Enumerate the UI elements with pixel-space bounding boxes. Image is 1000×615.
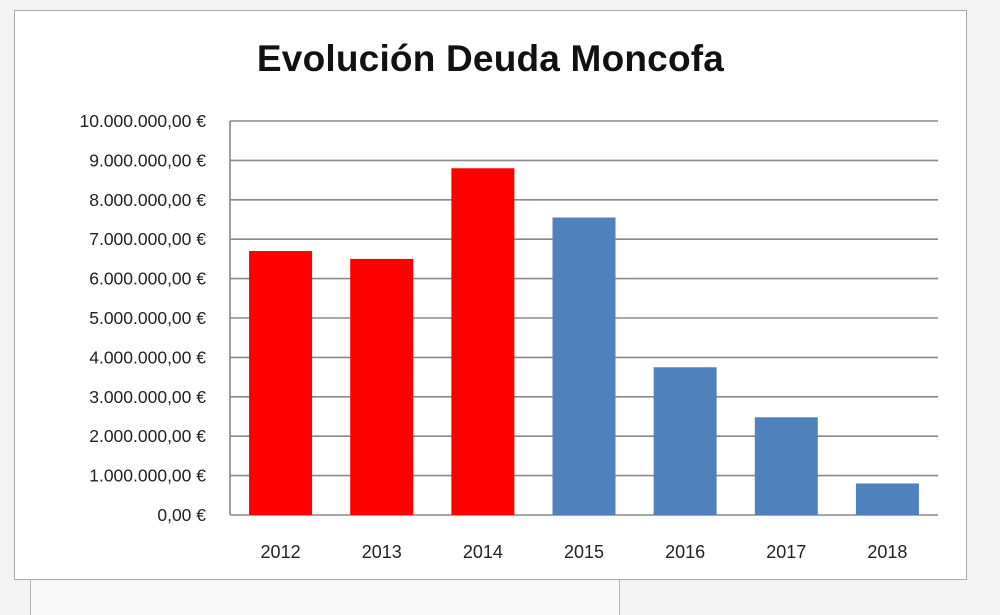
x-tick-label: 2017 (766, 542, 806, 562)
y-tick-label: 4.000.000,00 € (89, 347, 206, 367)
y-tick-label: 9.000.000,00 € (89, 150, 206, 170)
bar-2014 (451, 168, 515, 515)
x-tick-label: 2015 (564, 542, 604, 562)
y-tick-label: 3.000.000,00 € (89, 387, 206, 407)
y-tick-label: 6.000.000,00 € (89, 269, 206, 289)
y-tick-label: 2.000.000,00 € (89, 426, 206, 446)
bar-2016 (653, 367, 717, 515)
x-tick-label: 2016 (665, 542, 705, 562)
y-tick-label: 0,00 € (157, 505, 206, 525)
y-tick-label: 10.000.000,00 € (79, 111, 206, 131)
bar-2017 (754, 417, 818, 515)
x-tick-label: 2013 (362, 542, 402, 562)
y-tick-label: 7.000.000,00 € (89, 229, 206, 249)
x-tick-label: 2018 (867, 542, 907, 562)
chart-title: Evolución Deuda Moncofa (256, 38, 725, 79)
bar-2018 (855, 483, 919, 515)
underlying-panel (30, 580, 620, 615)
y-tick-label: 1.000.000,00 € (89, 466, 206, 486)
x-tick-label: 2014 (463, 542, 503, 562)
x-tick-label: 2012 (261, 542, 301, 562)
y-tick-label: 8.000.000,00 € (89, 190, 206, 210)
bar-2015 (552, 217, 616, 515)
bar-2012 (249, 251, 313, 515)
bar-2013 (350, 258, 414, 515)
y-tick-label: 5.000.000,00 € (89, 308, 206, 328)
